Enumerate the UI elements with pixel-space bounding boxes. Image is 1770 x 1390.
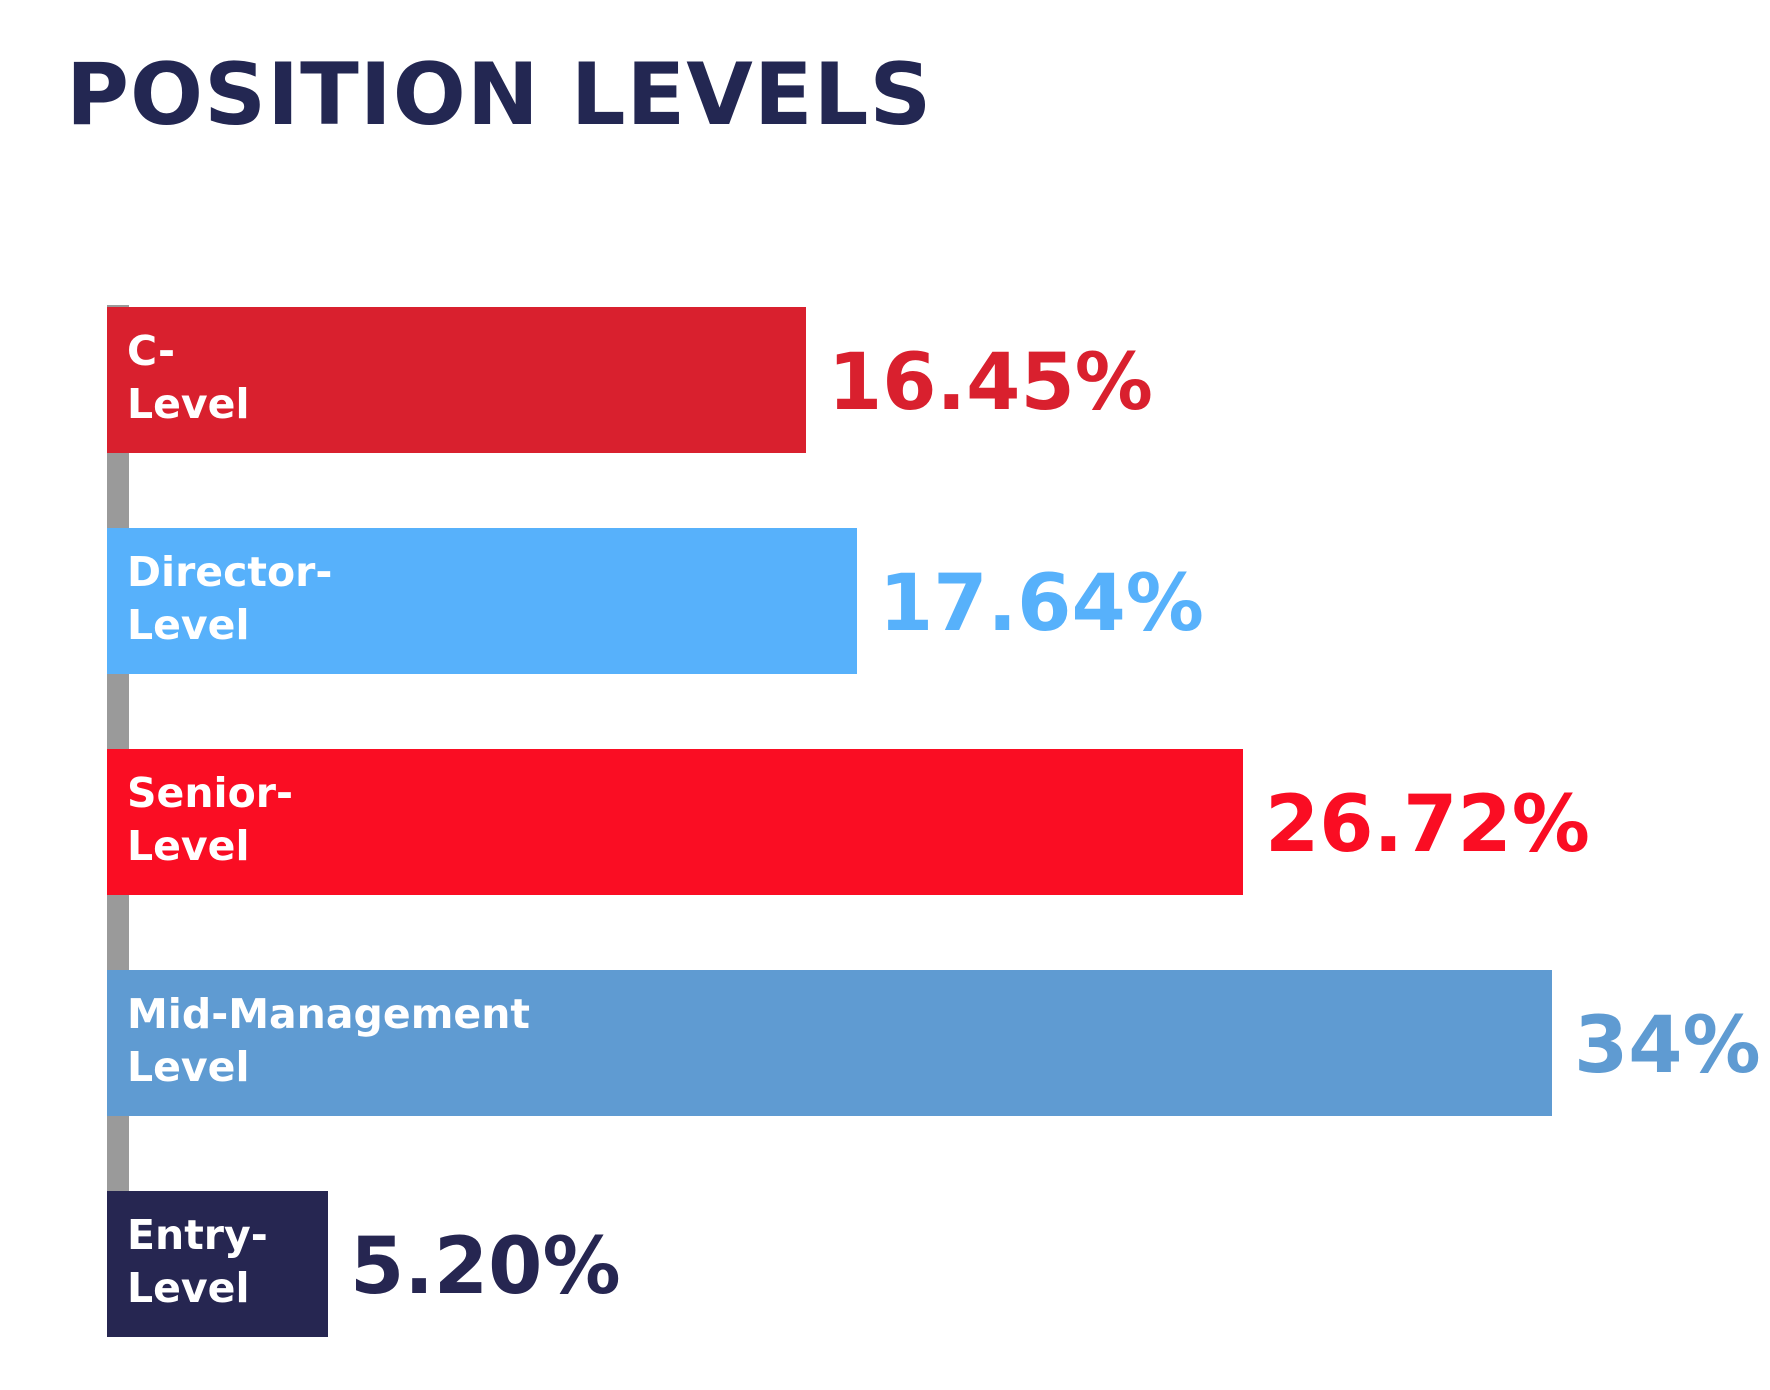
value-label-director-level: 17.64% [879,559,1204,649]
bar-c-level: C- Level [107,307,806,453]
value-label-c-level: 16.45% [828,338,1153,428]
value-label-senior-level: 26.72% [1265,780,1590,870]
bar-label-c-level: C- Level [127,327,250,428]
value-label-entry-level: 5.20% [350,1222,621,1312]
bar-entry-level: Entry- Level [107,1191,328,1337]
chart-title: POSITION LEVELS [66,45,933,145]
bar-director-level: Director- Level [107,528,857,674]
bar-label-senior-level: Senior- Level [127,769,293,870]
value-label-mid-management-level: 34% [1574,1001,1761,1091]
bar-label-mid-management-level: Mid-Management Level [127,990,531,1091]
bar-label-director-level: Director- Level [127,548,333,649]
bar-label-entry-level: Entry- Level [127,1211,268,1312]
bar-mid-management-level: Mid-Management Level [107,970,1552,1116]
bar-senior-level: Senior- Level [107,749,1243,895]
